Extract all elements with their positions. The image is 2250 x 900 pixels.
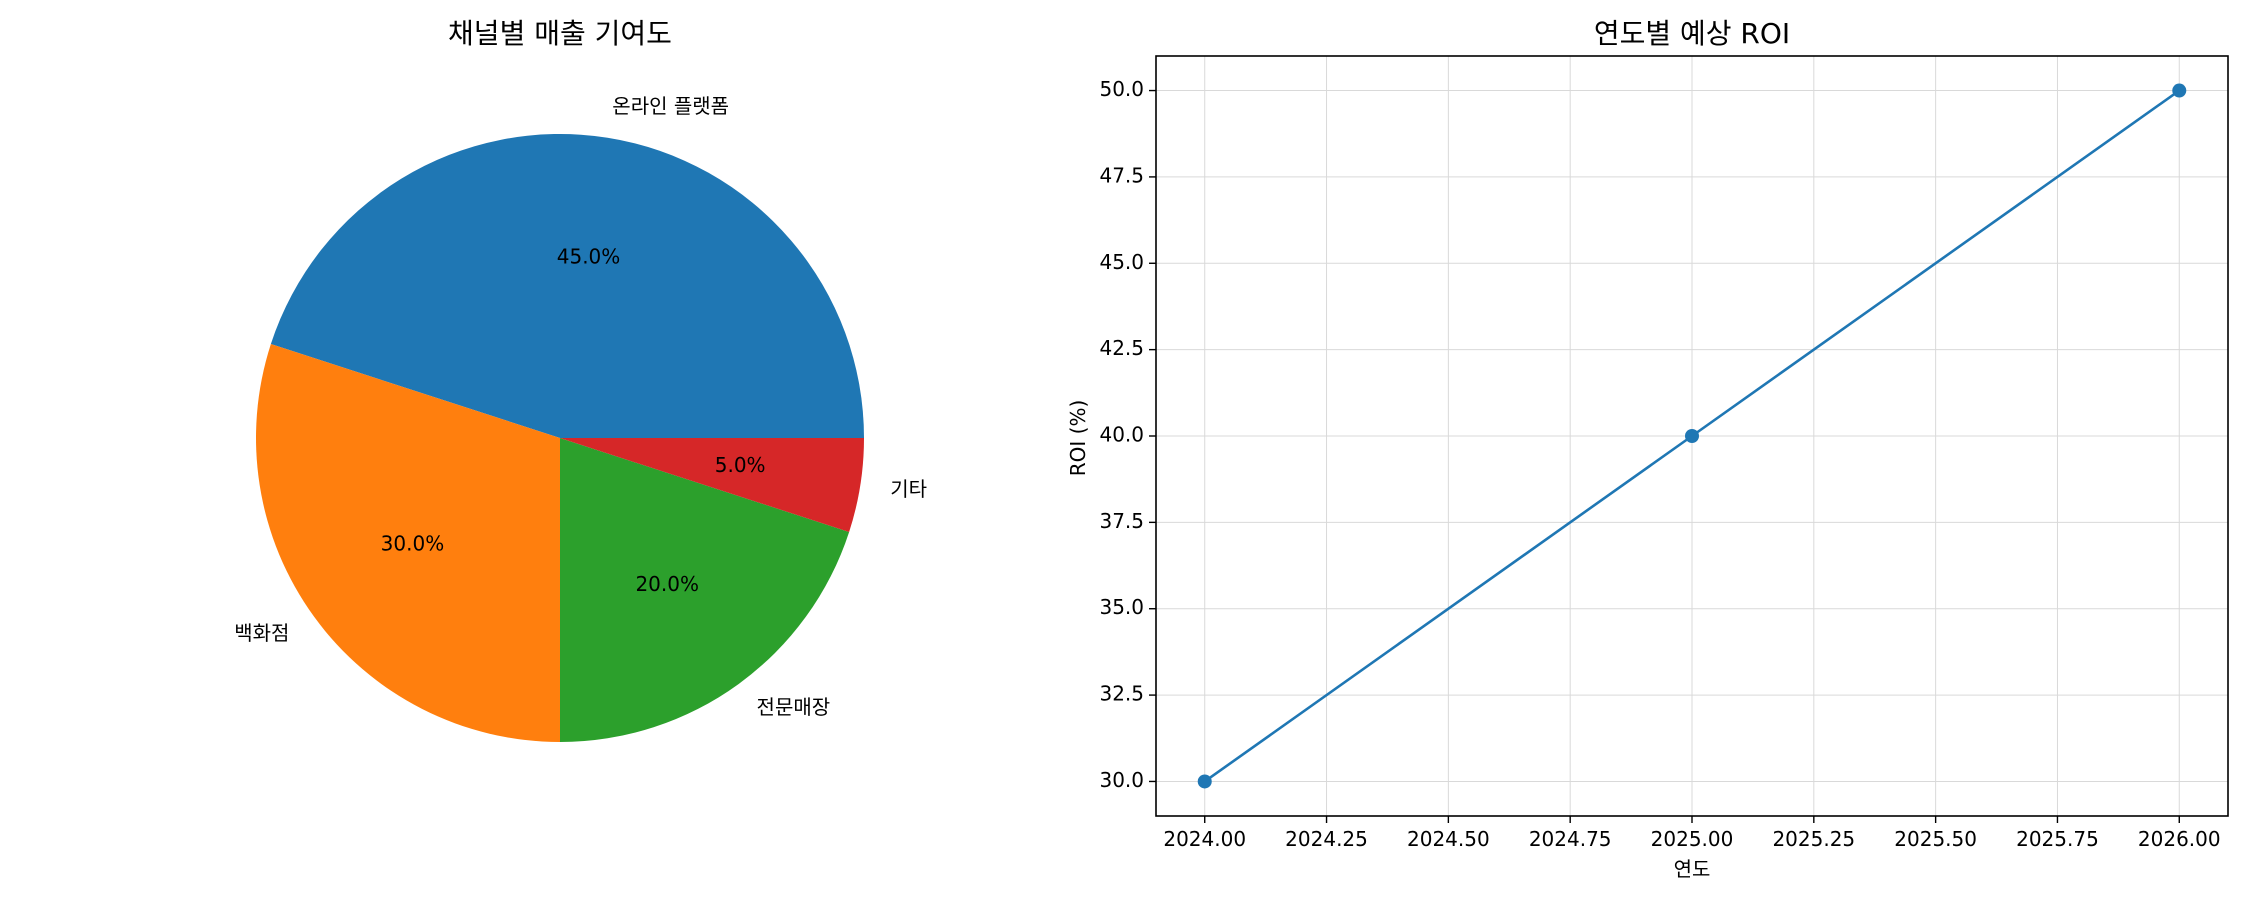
pie-slice	[255, 344, 560, 742]
y-axis-label: ROI (%)	[1066, 400, 1090, 477]
pie-slice	[560, 438, 865, 532]
pie-slice-label: 백화점	[234, 621, 289, 645]
line-chart-grid	[1156, 56, 2228, 816]
x-tick-label: 2025.25	[1772, 827, 1855, 851]
y-tick-label: 50.0	[1099, 77, 1144, 101]
plot-frame	[1155, 55, 2229, 817]
roi-data-point	[1197, 774, 1212, 789]
x-tick-label: 2024.50	[1407, 827, 1490, 851]
pie-chart-title: 채널별 매출 기여도	[448, 17, 672, 50]
line-series	[1197, 83, 2187, 789]
x-tick-label: 2025.50	[1894, 827, 1977, 851]
y-tick-label: 35.0	[1099, 595, 1144, 619]
pie-slice-percent: 45.0%	[557, 244, 621, 268]
roi-data-point	[1685, 429, 1699, 443]
y-tick-label: 30.0	[1099, 768, 1144, 792]
line-chart-panel: 연도별 예상 ROI 2024.00 2024.25 2024.50 2024.75 2…	[1066, 17, 2229, 881]
y-tick-label: 40.0	[1099, 423, 1144, 447]
pie-slice-label: 온라인 플랫폼	[612, 94, 729, 118]
pie-chart-panel: 채널별 매출 기여도 온라인 플랫폼 45.0% 백화점 30.0% 전문매장 20.0%…	[234, 17, 927, 742]
x-tick-label: 2025.00	[1651, 827, 1734, 851]
pie-slice	[270, 133, 865, 438]
pie-slice-percent: 20.0%	[635, 572, 699, 596]
x-axis-ticks: 2024.00 2024.25 2024.50 2024.75 2025.00 2025.…	[1163, 816, 2221, 851]
y-tick-label: 47.5	[1099, 163, 1144, 187]
pie-slice-label: 전문매장	[757, 695, 831, 719]
x-tick-label: 2024.00	[1163, 827, 1246, 851]
pie-labels: 온라인 플랫폼 45.0% 백화점 30.0% 전문매장 20.0% 기타 5.0%	[234, 94, 927, 719]
x-tick-label: 2024.75	[1529, 827, 1612, 851]
pie-slices	[255, 133, 865, 742]
y-tick-label: 45.0	[1099, 250, 1144, 274]
line-chart-title: 연도별 예상 ROI	[1594, 17, 1790, 50]
y-tick-label: 32.5	[1099, 682, 1144, 706]
y-tick-label: 42.5	[1099, 336, 1144, 360]
y-axis-ticks: 30.0 32.5 35.0 37.5 40.0 42.5 45.0 47.5 50.0	[1099, 77, 1156, 792]
pie-slice-percent: 30.0%	[381, 532, 445, 556]
x-axis-label: 연도	[1674, 857, 1711, 881]
y-tick-label: 37.5	[1099, 509, 1144, 533]
x-tick-label: 2026.00	[2138, 827, 2221, 851]
x-tick-label: 2025.75	[2016, 827, 2099, 851]
roi-data-point	[2172, 83, 2187, 98]
pie-slice	[560, 438, 850, 742]
pie-slice-label: 기타	[890, 477, 927, 501]
pie-slice-percent: 5.0%	[715, 453, 766, 477]
x-tick-label: 2024.25	[1285, 827, 1368, 851]
